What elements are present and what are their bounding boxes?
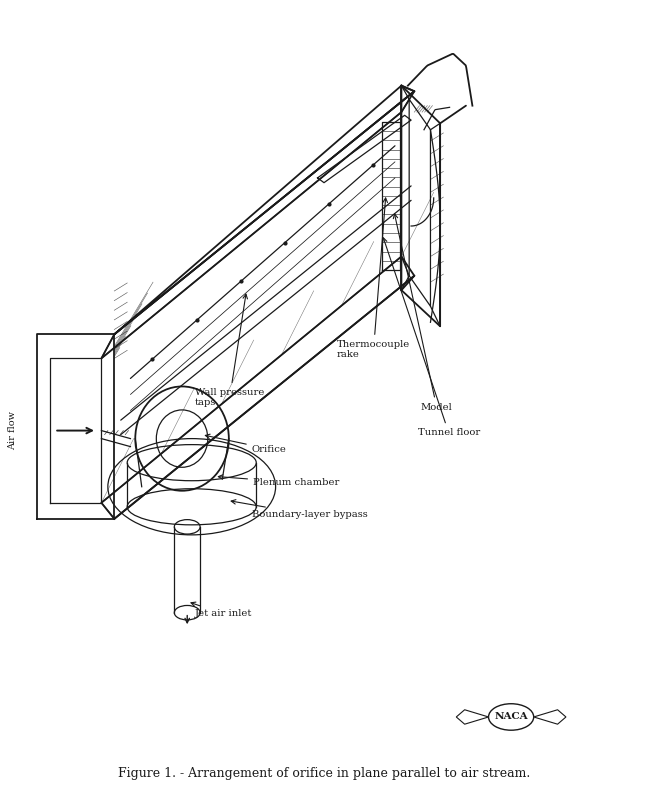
Text: Air flow: Air flow <box>8 411 17 450</box>
Polygon shape <box>534 710 566 724</box>
Text: Figure 1. - Arrangement of orifice in plane parallel to air stream.: Figure 1. - Arrangement of orifice in pl… <box>118 766 530 779</box>
Text: Boundary-layer bypass: Boundary-layer bypass <box>231 500 367 519</box>
Text: Thermocouple
rake: Thermocouple rake <box>337 198 410 359</box>
Text: Plenum chamber: Plenum chamber <box>218 475 340 487</box>
Text: Orifice: Orifice <box>205 434 286 453</box>
Text: Model: Model <box>393 214 452 411</box>
Text: Tunnel floor: Tunnel floor <box>383 237 480 437</box>
Text: Wall pressure
taps: Wall pressure taps <box>195 294 264 407</box>
Text: Jet air inlet: Jet air inlet <box>191 602 252 618</box>
Text: NACA: NACA <box>494 712 528 721</box>
Polygon shape <box>318 115 411 183</box>
Polygon shape <box>456 710 489 724</box>
